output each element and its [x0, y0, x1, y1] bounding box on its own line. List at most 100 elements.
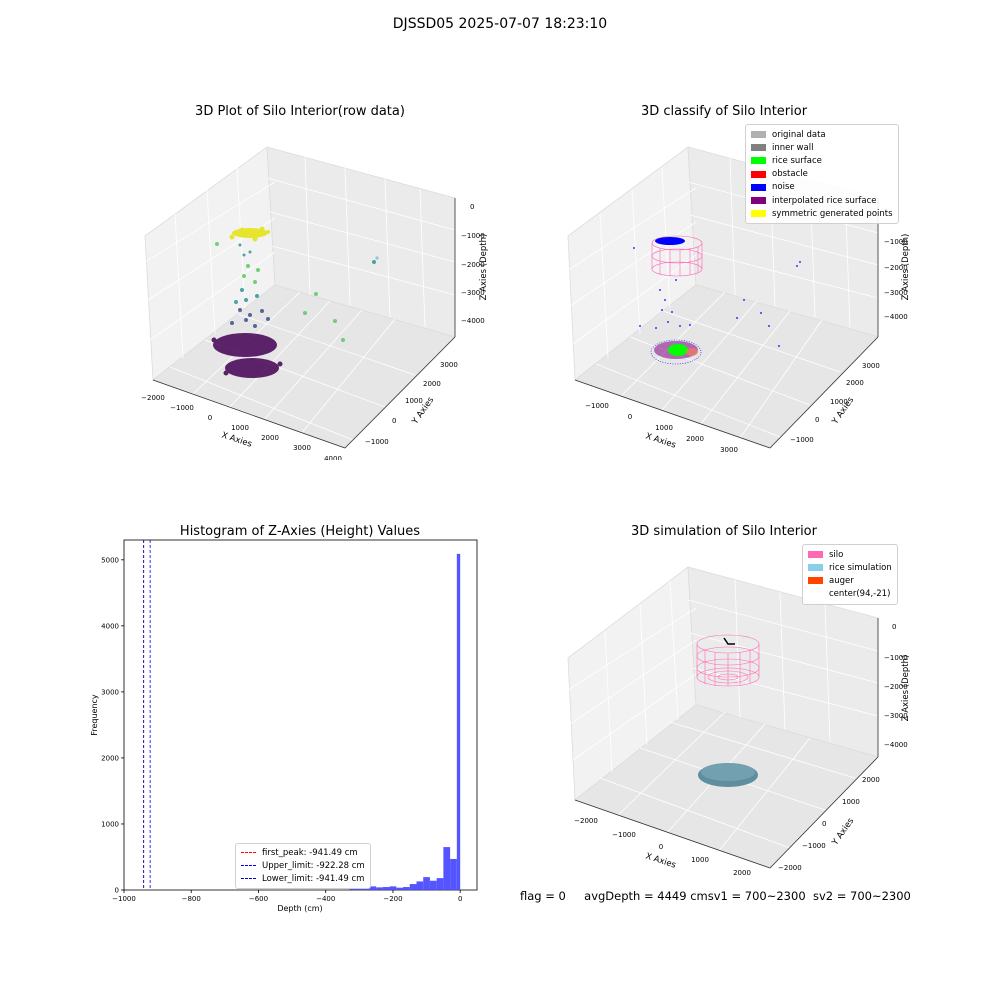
- svg-text:2000: 2000: [423, 380, 441, 388]
- svg-text:0: 0: [892, 623, 896, 631]
- svg-text:0: 0: [822, 820, 826, 828]
- legend-line-swatch: [241, 865, 256, 867]
- x-axis-line: [574, 799, 771, 869]
- histogram-bar: [436, 878, 444, 890]
- panel2-xlabel: X Axies: [644, 431, 677, 450]
- x-axis-line: [152, 379, 346, 449]
- legend-entry: symmetric generated points: [751, 207, 893, 220]
- rice-surface-points: [668, 344, 688, 356]
- panel4-y-ticks: −2000 −1000 0 1000 2000: [778, 776, 880, 872]
- panel2-z-ticks: −1000 −2000 −3000 −4000: [884, 238, 908, 321]
- svg-text:−1000: −1000: [170, 404, 194, 412]
- svg-text:−2000: −2000: [884, 264, 908, 272]
- y-tick-label: 5000: [101, 556, 119, 564]
- svg-text:3000: 3000: [440, 361, 458, 369]
- y-tick-label: 3000: [101, 688, 119, 696]
- legend-swatch: [751, 197, 766, 205]
- x-tick-label: −800: [182, 895, 201, 903]
- panel4-legend: silo rice simulation auger center(94,-21…: [802, 544, 898, 605]
- histogram-xlabel: Depth (cm): [277, 904, 322, 913]
- legend-entry: center(94,-21): [808, 588, 892, 601]
- legend-entry: silo: [808, 548, 892, 561]
- y-axis-line: [769, 336, 879, 449]
- svg-text:0: 0: [208, 414, 212, 422]
- auger-shape: [723, 637, 735, 645]
- svg-text:−3000: −3000: [884, 289, 908, 297]
- svg-text:1000: 1000: [830, 398, 848, 406]
- histogram-bar: [396, 887, 404, 890]
- svg-text:3000: 3000: [293, 444, 311, 452]
- histogram-bar: [443, 847, 451, 890]
- legend-entry: inner wall: [751, 141, 893, 154]
- legend-swatch: [751, 157, 766, 165]
- legend-swatch: [808, 551, 823, 559]
- panel3-histogram: −1000 −800 −600 −400 −200 0 0 1000 2000 3000 4000…: [90, 539, 478, 913]
- svg-text:0: 0: [659, 843, 663, 851]
- y-tick-label: 1000: [101, 820, 119, 828]
- svg-text:4000: 4000: [324, 455, 342, 460]
- y-axis-line: [769, 756, 879, 869]
- legend-entry: rice simulation: [808, 561, 892, 574]
- histogram-bar: [369, 886, 377, 890]
- svg-text:−1000: −1000: [884, 654, 908, 662]
- legend-entry: Lower_limit: -941.49 cm: [241, 872, 365, 885]
- footer-status: flag = 0 avgDepth = 4449 cmsv1 = 700~230…: [520, 889, 911, 903]
- svg-text:3000: 3000: [720, 446, 738, 454]
- legend-entry: rice surface: [751, 154, 893, 167]
- svg-text:1000: 1000: [655, 424, 673, 432]
- x-tick-label: −200: [383, 895, 402, 903]
- histogram-ylabel: Frequency: [90, 694, 99, 736]
- classified-silo-wireframe: [651, 235, 703, 277]
- legend-entry: Upper_limit: -922.28 cm: [241, 859, 365, 872]
- svg-text:2000: 2000: [261, 434, 279, 442]
- x-tick-label: −1000: [112, 895, 136, 903]
- svg-text:−1000: −1000: [612, 831, 636, 839]
- histogram-bar: [362, 888, 370, 890]
- legend-entry: first_peak: -941.49 cm: [241, 846, 365, 859]
- sv1-text: sv1 = 700~2300: [707, 889, 806, 903]
- svg-text:2000: 2000: [846, 379, 864, 387]
- histogram-limit-lines: [143, 540, 151, 890]
- noise-ring-bottom: [650, 339, 702, 365]
- histogram-bar: [423, 877, 430, 890]
- svg-text:2000: 2000: [733, 869, 751, 875]
- y-axis-line: [344, 336, 456, 449]
- legend-line-swatch: [241, 852, 256, 854]
- sv2-text: sv2 = 700~2300: [812, 889, 911, 903]
- svg-text:−1000: −1000: [365, 438, 389, 446]
- panel4-zlabel: Z Axies (Depth): [901, 655, 911, 722]
- legend-swatch: [751, 144, 766, 152]
- avg-depth-text: avgDepth = 4449 cm: [584, 889, 708, 903]
- y-tick-label: 2000: [101, 754, 119, 762]
- svg-text:−2000: −2000: [884, 683, 908, 691]
- panel4-xlabel: X Axies: [644, 851, 677, 870]
- panel4-x-ticks: −2000 −1000 0 1000 2000: [574, 817, 751, 875]
- panel4-ylabel: Y Axies: [830, 816, 857, 848]
- svg-text:3000: 3000: [862, 362, 880, 370]
- panel1-x-ticks: −2000 −1000 0 1000 2000 3000 4000: [141, 394, 342, 460]
- panel1-title: 3D Plot of Silo Interior(row data): [195, 104, 405, 119]
- panel3-legend: first_peak: -941.49 cm Upper_limit: -922…: [235, 843, 371, 889]
- svg-text:−4000: −4000: [461, 317, 485, 325]
- panel2-x-ticks: −1000 0 1000 2000 3000: [585, 402, 738, 454]
- raw-point-cloud: [211, 226, 379, 378]
- noise-cluster-top: [655, 237, 685, 245]
- legend-swatch: [751, 210, 766, 218]
- histogram-bar: [403, 887, 410, 890]
- panel1-xlabel: X Axies: [220, 430, 253, 449]
- histogram-bar: [450, 858, 457, 890]
- svg-text:−4000: −4000: [884, 313, 908, 321]
- panel2-y-ticks: −1000 0 1000 2000 3000: [790, 362, 880, 444]
- histogram-bar: [409, 884, 417, 890]
- panel4-title: 3D simulation of Silo Interior: [631, 524, 817, 539]
- svg-text:−1000: −1000: [790, 436, 814, 444]
- histogram-bar: [382, 887, 390, 890]
- legend-entry: obstacle: [751, 168, 893, 181]
- histogram-bar: [389, 886, 397, 890]
- histogram-y-ticks: 0 1000 2000 3000 4000 5000: [101, 556, 124, 895]
- legend-entry: interpolated rice surface: [751, 194, 893, 207]
- svg-text:0: 0: [392, 417, 396, 425]
- figure-title: DJSSD05 2025-07-07 18:23:10: [392, 16, 608, 32]
- svg-text:0: 0: [815, 416, 819, 424]
- panel1-y-ticks: −1000 0 1000 2000 3000: [365, 361, 458, 446]
